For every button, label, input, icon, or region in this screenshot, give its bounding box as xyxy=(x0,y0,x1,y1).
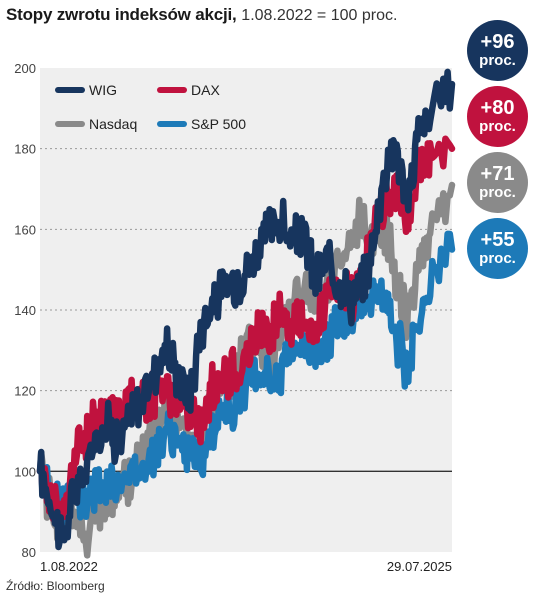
x-label-end: 29.07.2025 xyxy=(387,559,452,574)
series-line-wig xyxy=(36,68,456,551)
badge-dax-unit: proc. xyxy=(479,118,516,135)
y-tick-label-80: 80 xyxy=(22,545,36,560)
badge-sp500-value: +55 xyxy=(480,229,515,251)
badge-nasdaq-value: +71 xyxy=(480,163,515,185)
badge-dax-value: +80 xyxy=(480,97,515,119)
y-tick-label-200: 200 xyxy=(14,61,36,76)
badge-nasdaq: +71 proc. xyxy=(467,152,528,213)
y-tick-label-180: 180 xyxy=(14,142,36,157)
chart-title: Stopy zwrotu indeksów akcji, 1.08.2022 =… xyxy=(6,4,466,27)
badge-dax: +80 proc. xyxy=(467,86,528,147)
legend-label-wig: WIG xyxy=(89,82,117,98)
chart-title-bold: Stopy zwrotu indeksów akcji, xyxy=(6,5,237,24)
legend-label-sp500: S&P 500 xyxy=(191,116,246,132)
y-tick-label-140: 140 xyxy=(14,303,36,318)
y-tick-label-100: 100 xyxy=(14,464,36,479)
badge-wig-value: +96 xyxy=(480,31,515,53)
source-note: Źródło: Bloomberg xyxy=(6,579,105,593)
badge-nasdaq-unit: proc. xyxy=(479,184,516,201)
series-line-sp500 xyxy=(36,230,456,528)
badge-wig-unit: proc. xyxy=(479,52,516,69)
y-tick-label-120: 120 xyxy=(14,384,36,399)
badge-wig: +96 proc. xyxy=(467,20,528,81)
badge-sp500: +55 proc. xyxy=(467,218,528,279)
legend-label-dax: DAX xyxy=(191,82,220,98)
legend-label-nasdaq: Nasdaq xyxy=(89,116,137,132)
y-tick-label-160: 160 xyxy=(14,222,36,237)
badge-sp500-unit: proc. xyxy=(479,250,516,267)
x-label-start: 1.08.2022 xyxy=(40,559,98,574)
chart-title-rest: 1.08.2022 = 100 proc. xyxy=(241,7,398,24)
